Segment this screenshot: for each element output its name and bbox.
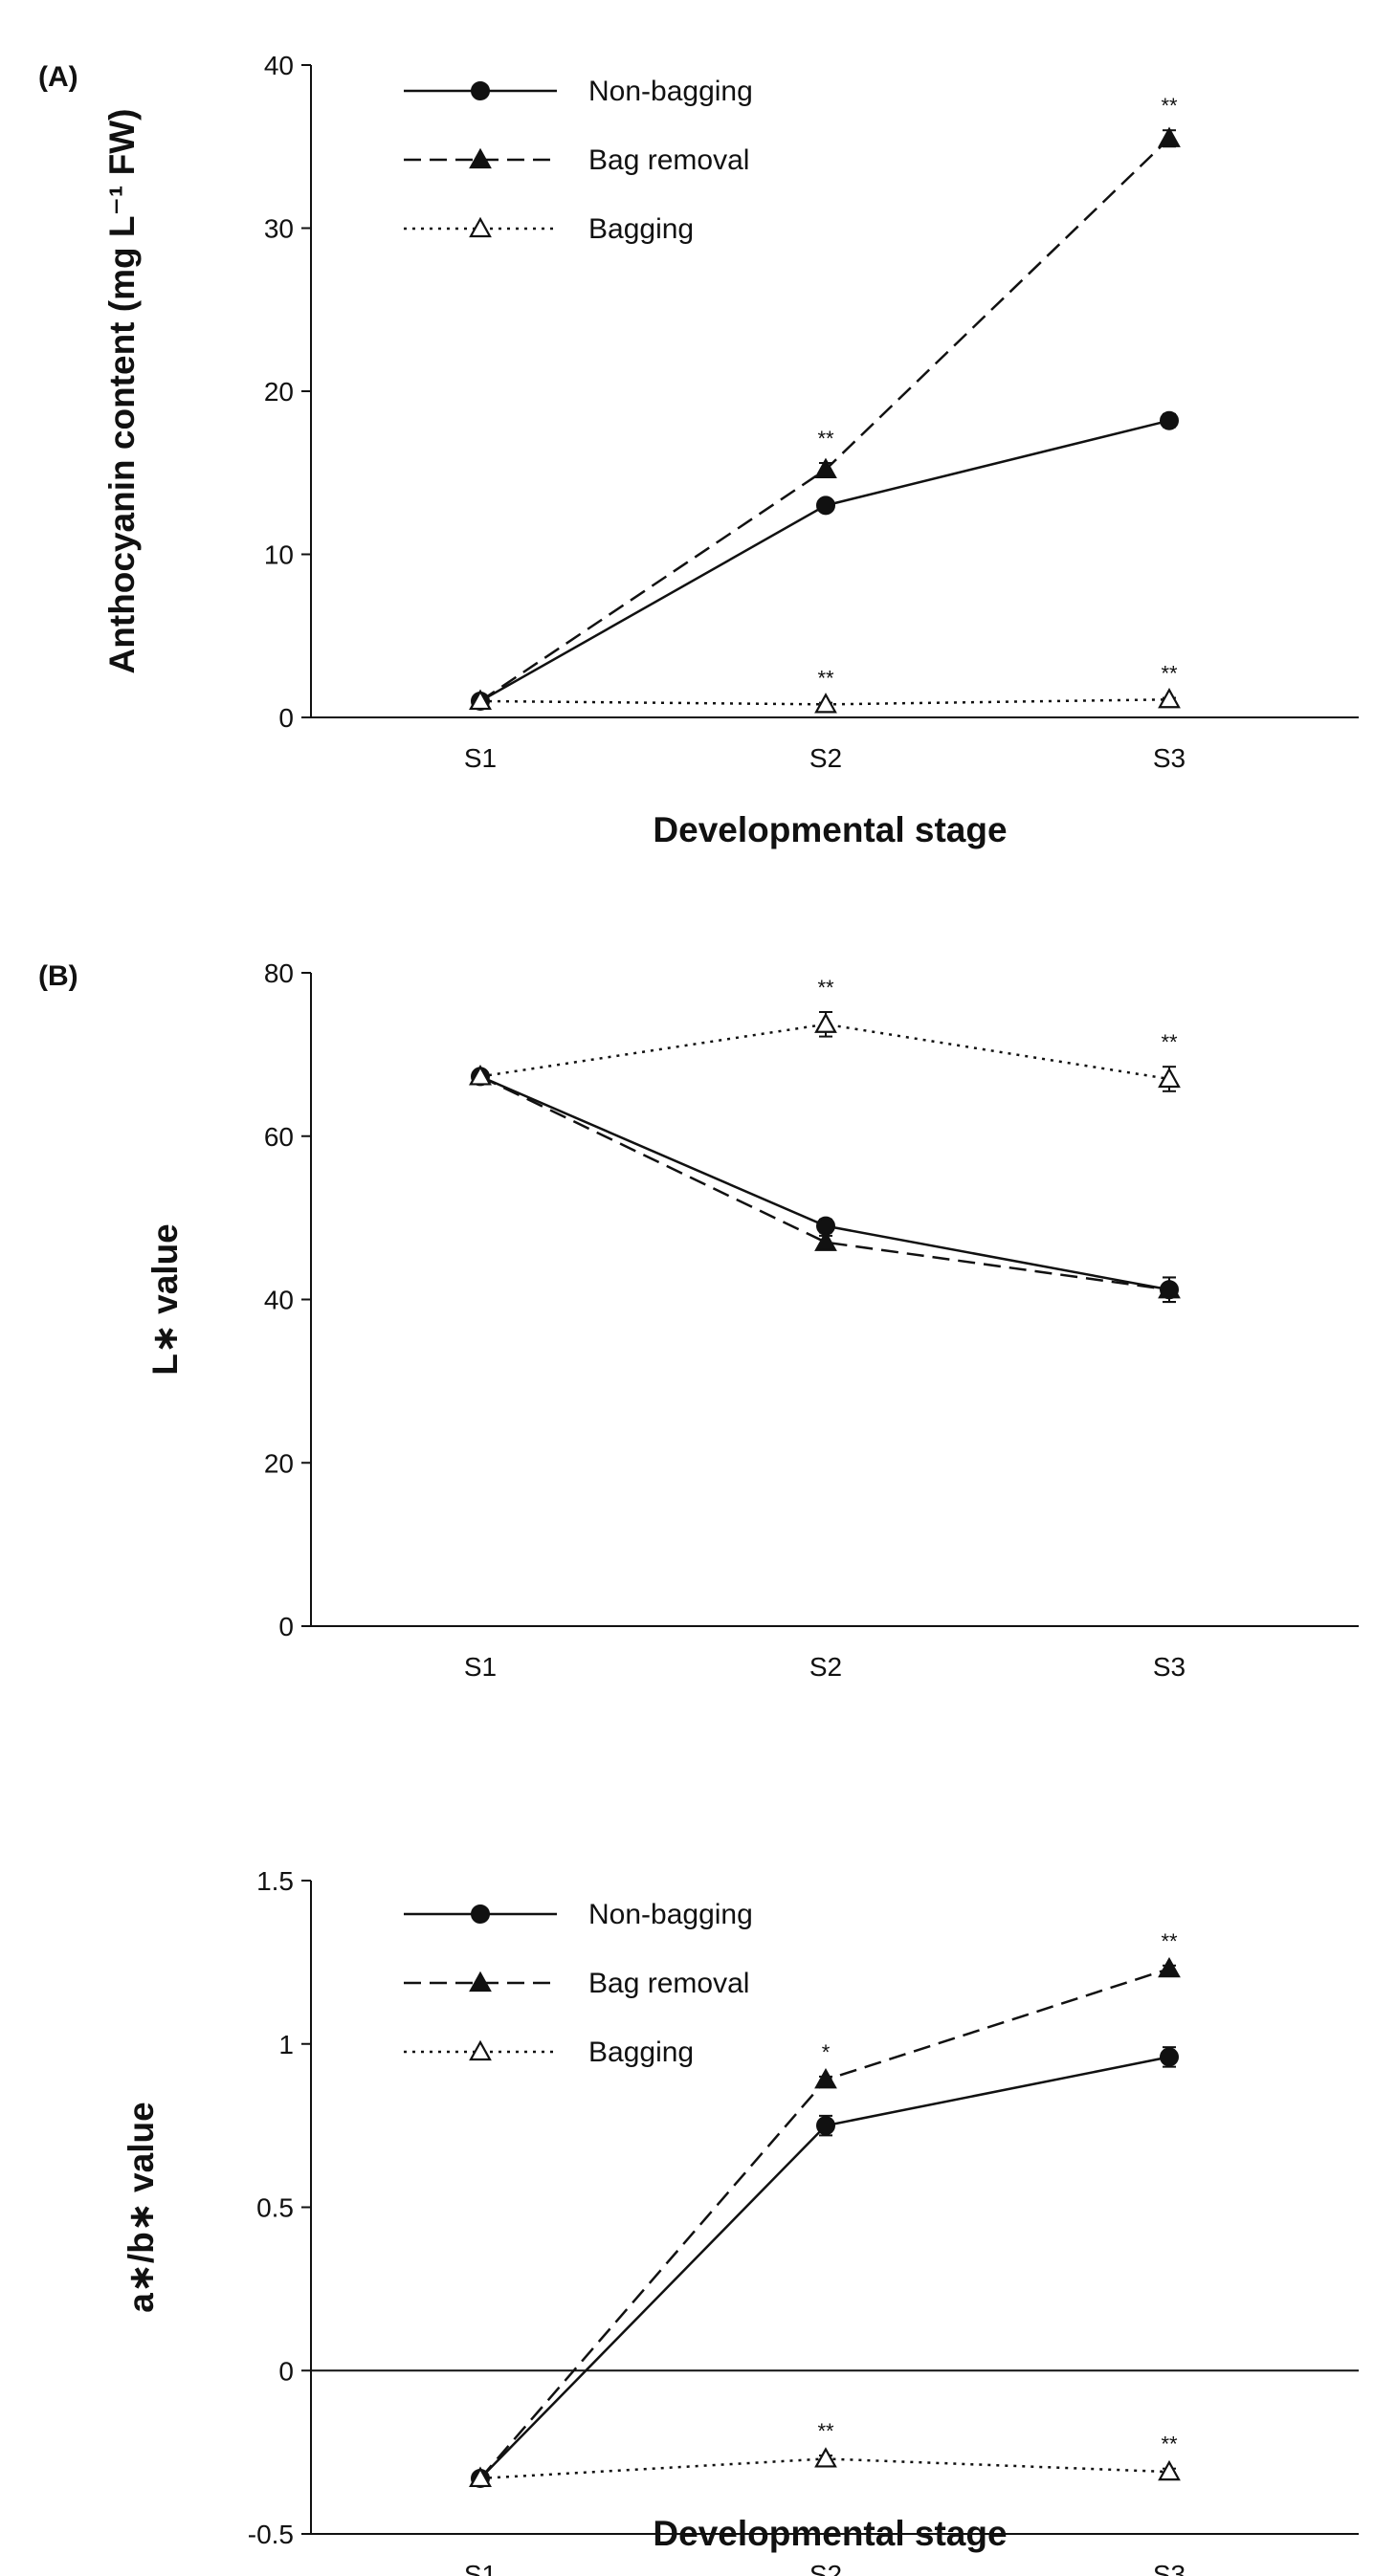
y-tick-label: -0.5 [248, 2520, 294, 2549]
series-bagging: ** ** [469, 976, 1181, 1092]
y-tick-label: 0.5 [256, 2193, 294, 2223]
data-point [1160, 2047, 1179, 2067]
y-tick-label: 40 [264, 1286, 294, 1315]
legend-label: Non-bagging [588, 1899, 753, 1930]
significance-label: ** [1161, 94, 1178, 118]
significance-label: ** [817, 2419, 834, 2443]
data-point [814, 457, 837, 478]
data-point [1158, 1067, 1181, 1089]
significance-label: ** [1161, 2433, 1178, 2456]
data-point [1160, 410, 1179, 430]
y-tick-label: 20 [264, 1448, 294, 1478]
y-tick-label: 1.5 [256, 1866, 294, 1896]
legend-label: Bag removal [588, 1968, 749, 1999]
significance-label: ** [1161, 662, 1178, 686]
data-point [1158, 126, 1181, 147]
y-tick-label: 20 [264, 377, 294, 407]
x-tick-label: S2 [809, 1652, 842, 1682]
data-point [469, 2466, 492, 2488]
data-point [814, 2447, 837, 2468]
x-tick-label: S3 [1153, 2560, 1186, 2576]
y-tick-label: 10 [264, 540, 294, 570]
panel-label: (B) [38, 960, 78, 992]
legend-label: Bagging [588, 213, 694, 245]
data-point [469, 689, 492, 711]
y-tick-label: 60 [264, 1122, 294, 1152]
series-bagging: ** ** [469, 662, 1181, 714]
significance-label: ** [817, 976, 834, 1000]
series-line [479, 137, 1170, 702]
x-tick-label: S2 [809, 2560, 842, 2576]
legend-label: Non-bagging [588, 76, 753, 107]
series-bag-removal: ** ** [469, 94, 1181, 711]
y-tick-label: 0 [278, 1612, 294, 1641]
legend-marker [471, 81, 490, 100]
data-point [816, 495, 835, 516]
data-point [814, 1230, 837, 1251]
y-tick-label: 30 [264, 214, 294, 244]
chart-panel-3: -0.5 0 0.5 1 1.5 S1 S2 S3 Developmental stage a∗/… [122, 1866, 1359, 2576]
series-bag-removal [469, 1065, 1181, 1304]
data-point [1158, 1956, 1181, 1978]
x-tick-label: S2 [809, 743, 842, 773]
significance-label: ** [1161, 1030, 1178, 1054]
x-tick-label: S1 [464, 1652, 497, 1682]
legend-marker [469, 216, 492, 238]
series-non-bagging [471, 410, 1179, 711]
data-point [1158, 1277, 1181, 1299]
chart-panel-2: 0 20 40 60 80 S1 S2 S3 L∗ value (B) ** ** [38, 958, 1359, 1682]
data-point [1158, 2459, 1181, 2481]
data-point [816, 2116, 835, 2136]
x-axis-label: Developmental stage [653, 810, 1007, 849]
y-tick-label: 40 [264, 51, 294, 80]
x-tick-label: S3 [1153, 743, 1186, 773]
significance-label: ** [1161, 1929, 1178, 1953]
data-point [469, 1065, 492, 1086]
y-tick-label: 0 [278, 703, 294, 733]
series-bag-removal: *** [469, 1929, 1181, 2488]
series-line [479, 1075, 1170, 1291]
chart-panel-1: 0 10 20 30 40 S1 S2 S3 Developmental stage Anthoc… [38, 51, 1359, 849]
y-tick-label: 80 [264, 958, 294, 988]
data-point [814, 693, 837, 714]
legend: Non-bagging Bag removal Bagging [404, 76, 753, 245]
legend: Non-bagging Bag removal Bagging [404, 1899, 753, 2068]
legend-marker [469, 1971, 492, 1993]
data-point [1158, 687, 1181, 709]
y-axis-label: Anthocyanin content (mg L⁻¹ FW) [102, 109, 142, 674]
legend-marker [469, 2039, 492, 2061]
series-non-bagging [471, 1067, 1179, 1304]
series-bagging: ** ** [469, 2419, 1181, 2488]
significance-label: ** [817, 427, 834, 451]
legend-label: Bagging [588, 2037, 694, 2068]
legend-label: Bag removal [588, 144, 749, 176]
significance-label: * [822, 2040, 831, 2064]
x-tick-label: S1 [464, 2560, 497, 2576]
y-axis-label: L∗ value [145, 1223, 185, 1376]
x-tick-label: S1 [464, 743, 497, 773]
panel-label: (A) [38, 61, 78, 93]
series-line [479, 1075, 1170, 1291]
data-point [814, 1012, 837, 1033]
legend-marker [471, 1904, 490, 1924]
significance-label: ** [817, 667, 834, 691]
y-tick-label: 1 [278, 2030, 294, 2059]
y-tick-label: 0 [278, 2356, 294, 2386]
data-point [814, 2068, 837, 2089]
x-axis-label: Developmental stage [653, 2514, 1007, 2553]
y-axis-label: a∗/b∗ value [122, 2102, 161, 2312]
legend-marker [469, 147, 492, 169]
x-tick-label: S3 [1153, 1652, 1186, 1682]
